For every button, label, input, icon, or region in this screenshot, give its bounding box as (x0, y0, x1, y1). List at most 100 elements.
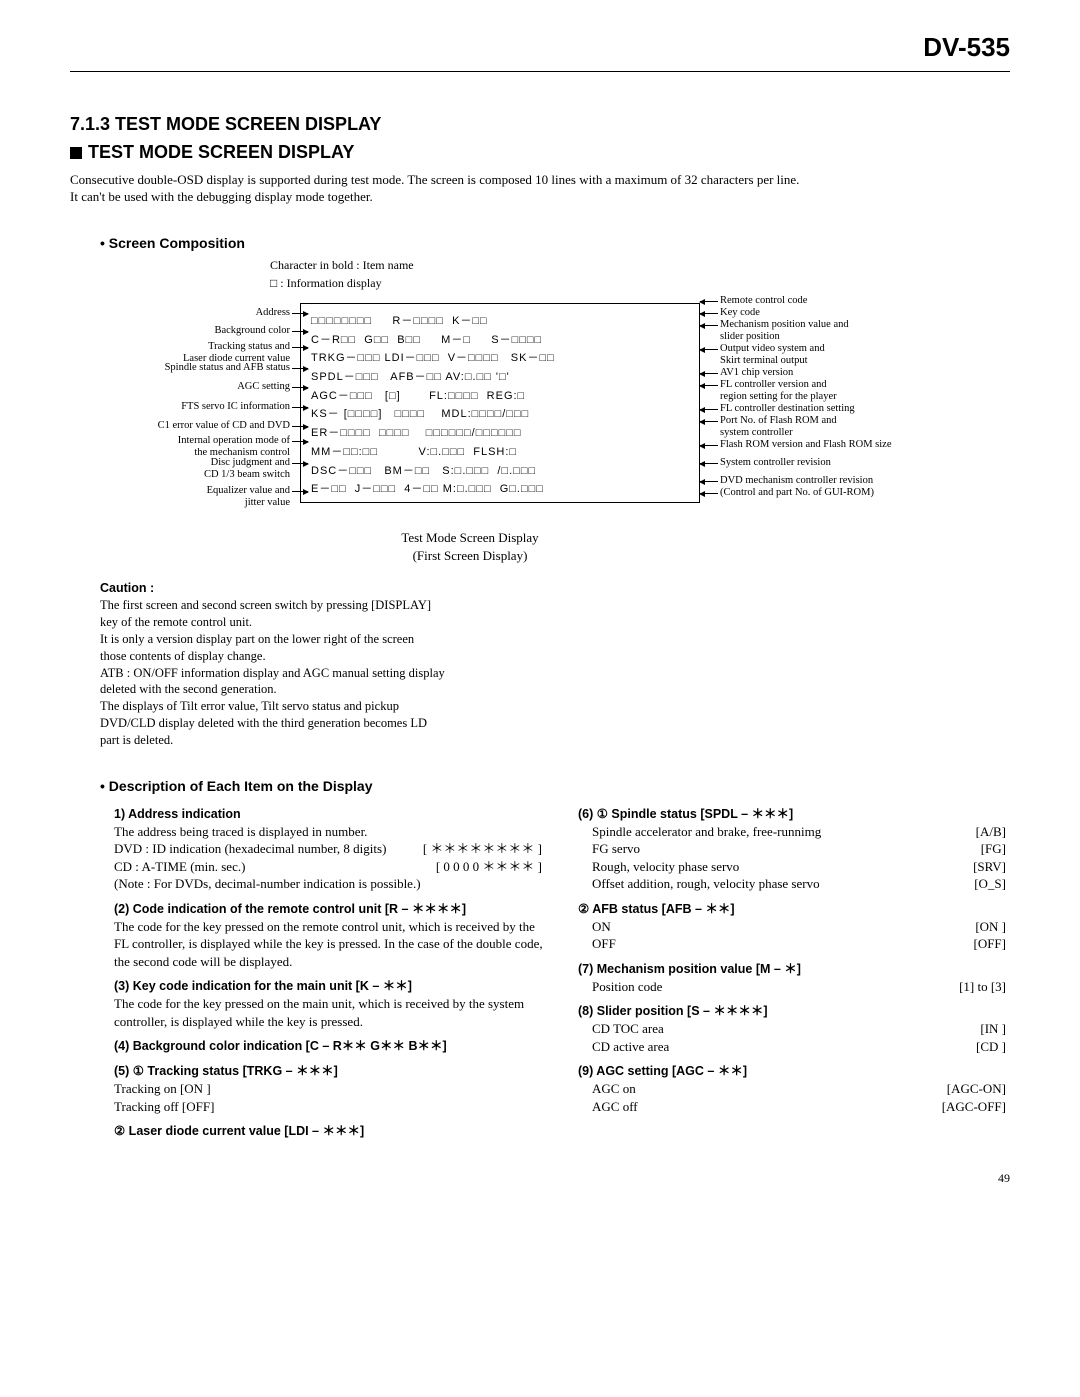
caution-line: part is deleted. (100, 732, 1010, 749)
kv-label: OFF (592, 935, 616, 953)
item-2-heading: (2) Code indication of the remote contro… (114, 901, 546, 918)
left-label: AGC setting (100, 381, 290, 393)
diagram-caption: Test Mode Screen Display (First Screen D… (0, 529, 1010, 564)
item-1-p1: The address being traced is displayed in… (114, 823, 546, 841)
section-title-text: TEST MODE SCREEN DISPLAY (88, 142, 354, 162)
right-label: DVD mechanism controller revision (720, 475, 970, 487)
legend-bold: Character in bold : Item name (270, 257, 1010, 273)
description-columns: 1) Address indication The address being … (100, 798, 1010, 1140)
kv-row: FG servo[FG] (592, 840, 1010, 858)
left-label: Internal operation mode ofthe mechanism … (100, 435, 290, 459)
left-label: Disc judgment andCD 1/3 beam switch (100, 457, 290, 481)
kv-value: [SRV] (973, 858, 1006, 876)
kv-value: [1] to [3] (959, 978, 1006, 996)
kv-label: AGC on (592, 1080, 636, 1098)
osd-box: □□□□□□□□ R－□□□□ K－□□C－R□□ G□□ B□□ M－□ S－… (300, 303, 700, 503)
item-9-heading: (9) AGC setting [AGC – ＊＊] (578, 1063, 1010, 1080)
arrow-icon (700, 481, 718, 482)
item-5-on: Tracking on [ON ] (114, 1080, 546, 1098)
arrow-icon (292, 331, 308, 332)
osd-line: AGC－□□□ [□] FL:□□□□ REG:□ (311, 387, 689, 406)
caution-line: deleted with the second generation. (100, 681, 1010, 698)
caution-line: DVD/CLD display deleted with the third g… (100, 715, 1010, 732)
item-6b-heading: ② AFB status [AFB – ＊＊] (578, 901, 1010, 918)
right-label: Flash ROM version and Flash ROM size (720, 439, 970, 451)
item-5-heading: (5) ① Tracking status [TRKG – ＊＊＊] (114, 1063, 546, 1080)
kv-row: CD active area[CD ] (592, 1038, 1010, 1056)
caution-line: It is only a version display part on the… (100, 631, 1010, 648)
arrow-icon (292, 313, 308, 314)
arrow-icon (700, 463, 718, 464)
caption-2: (First Screen Display) (413, 548, 528, 563)
osd-line: KS－ [□□□□] □□□□ MDL:□□□□/□□□ (311, 405, 689, 424)
arrow-icon (292, 426, 308, 427)
item-4-heading: (4) Background color indication [C – R＊＊… (114, 1038, 546, 1055)
kv-label: CD active area (592, 1038, 669, 1056)
kv-label: CD TOC area (592, 1020, 664, 1038)
kv-label: Offset addition, rough, velocity phase s… (592, 875, 820, 893)
kv-label: Rough, velocity phase servo (592, 858, 739, 876)
arrow-icon (292, 387, 308, 388)
arrow-icon (700, 325, 718, 326)
right-label: (Control and part No. of GUI-ROM) (720, 487, 970, 499)
left-label: Background color (100, 325, 290, 337)
kv-label: AGC off (592, 1098, 638, 1116)
arrow-icon (700, 313, 718, 314)
kv-row: Rough, velocity phase servo [SRV] (592, 858, 1010, 876)
right-label: Mechanism position value andslider posit… (720, 319, 970, 343)
caution-line: those contents of display change. (100, 648, 1010, 665)
kv-value: [AGC-OFF] (942, 1098, 1006, 1116)
arrow-icon (700, 301, 718, 302)
osd-line: DSC－□□□ BM－□□ S:□.□□□ /□.□□□ (311, 462, 689, 481)
cd-value: [ 0 0 0 0 ＊＊＊＊ ] (436, 858, 542, 876)
osd-line: □□□□□□□□ R－□□□□ K－□□ (311, 312, 689, 331)
dvd-label: DVD : ID indication (hexadecimal number,… (114, 840, 386, 858)
arrow-icon (700, 409, 718, 410)
legend-box: □ : Information display (270, 275, 1010, 291)
arrow-icon (700, 385, 718, 386)
caution-line: The first screen and second screen switc… (100, 597, 1010, 614)
intro-text: Consecutive double-OSD display is suppor… (70, 171, 1010, 206)
arrow-icon (292, 463, 308, 464)
caution-block: Caution : The first screen and second sc… (100, 580, 1010, 749)
section-number: 7.1.3 TEST MODE SCREEN DISPLAY (70, 112, 1010, 136)
kv-row: Offset addition, rough, velocity phase s… (592, 875, 1010, 893)
arrow-icon (292, 368, 308, 369)
item-7-heading: (7) Mechanism position value [M – ＊] (578, 961, 1010, 978)
item-3-heading: (3) Key code indication for the main uni… (114, 978, 546, 995)
kv-row: Spindle accelerator and brake, free-runn… (592, 823, 1010, 841)
item-1-dvd: DVD : ID indication (hexadecimal number,… (114, 840, 546, 858)
caution-line: key of the remote control unit. (100, 614, 1010, 631)
kv-label: ON (592, 918, 611, 936)
right-label: AV1 chip version (720, 367, 970, 379)
osd-line: ER－□□□□ □□□□ □□□□□□/□□□□□□ (311, 424, 689, 443)
osd-line: MM－□□:□□ V:□.□□□ FLSH:□ (311, 443, 689, 462)
caution-line: ATB : ON/OFF information display and AGC… (100, 665, 1010, 682)
dvd-value: [ ＊＊＊＊＊＊＊＊ ] (423, 840, 542, 858)
osd-line: TRKG－□□□ LDI－□□□ V－□□□□ SK－□□ (311, 349, 689, 368)
intro-line-2: It can't be used with the debugging disp… (70, 189, 373, 204)
kv-row: CD TOC area [IN ] (592, 1020, 1010, 1038)
left-label: Spindle status and AFB status (100, 362, 290, 374)
kv-value: [IN ] (980, 1020, 1006, 1038)
osd-line: E－□□ J－□□□ 4－□□ M:□.□□□ G□.□□□ (311, 480, 689, 499)
arrow-icon (292, 347, 308, 348)
right-label: Output video system andSkirt terminal ou… (720, 343, 970, 367)
model-number: DV-535 (70, 30, 1010, 65)
description-heading: • Description of Each Item on the Displa… (100, 777, 1010, 796)
right-label: Remote control code (720, 295, 970, 307)
arrow-icon (292, 407, 308, 408)
arrow-icon (700, 421, 718, 422)
right-label: FL controller version andregion setting … (720, 379, 970, 403)
right-column: (6) ① Spindle status [SPDL – ＊＊＊] Spindl… (564, 798, 1010, 1140)
kv-row: AGC on [AGC-ON] (592, 1080, 1010, 1098)
kv-value: [AGC-ON] (947, 1080, 1006, 1098)
screen-composition-heading: • Screen Composition (100, 234, 1010, 253)
right-label: Port No. of Flash ROM andsystem controll… (720, 415, 970, 439)
item-2-body: The code for the key pressed on the remo… (114, 918, 546, 971)
item-1-note: (Note : For DVDs, decimal-number indicat… (114, 875, 546, 893)
kv-label: Spindle accelerator and brake, free-runn… (592, 823, 821, 841)
kv-value: [FG] (981, 840, 1006, 858)
kv-label: Position code (592, 978, 662, 996)
right-label: System controller revision (720, 457, 970, 469)
